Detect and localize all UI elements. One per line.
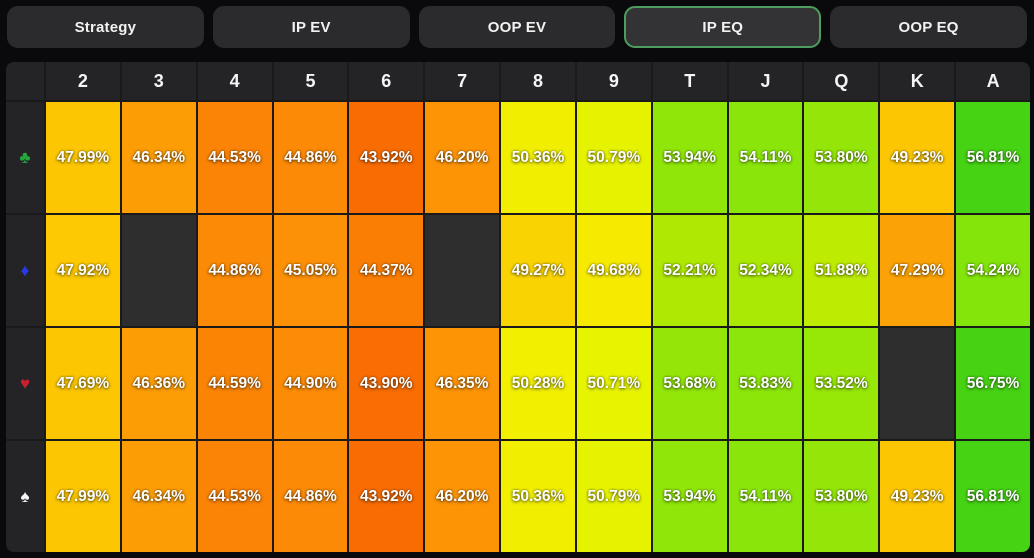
- row-header-spade: ♠: [6, 441, 44, 552]
- column-header-J: J: [728, 62, 803, 100]
- equity-cell[interactable]: 47.69%: [46, 328, 120, 439]
- equity-cell[interactable]: 43.90%: [349, 328, 424, 439]
- equity-cell[interactable]: 46.36%: [121, 328, 196, 439]
- club-suit-icon: ♣: [19, 148, 31, 167]
- spade-suit-icon: ♠: [20, 487, 30, 506]
- equity-cell-empty[interactable]: [121, 215, 196, 326]
- equity-cell[interactable]: 53.68%: [652, 328, 727, 439]
- column-header-T: T: [652, 62, 727, 100]
- equity-cell[interactable]: 50.36%: [501, 102, 575, 213]
- equity-cell[interactable]: 54.11%: [728, 102, 803, 213]
- equity-cell[interactable]: 56.81%: [956, 441, 1030, 552]
- equity-cell[interactable]: 45.05%: [273, 215, 348, 326]
- column-header-8: 8: [501, 62, 575, 100]
- equity-cell[interactable]: 50.79%: [576, 102, 651, 213]
- equity-cell[interactable]: 44.90%: [273, 328, 348, 439]
- column-header-4: 4: [197, 62, 272, 100]
- diamond-suit-icon: ♦: [20, 261, 30, 280]
- equity-cell[interactable]: 44.53%: [197, 441, 272, 552]
- equity-cell[interactable]: 44.53%: [197, 102, 272, 213]
- equity-cell-empty[interactable]: [425, 215, 500, 326]
- tab-oop-eq[interactable]: OOP EQ: [830, 6, 1027, 48]
- equity-cell[interactable]: 43.92%: [349, 102, 424, 213]
- column-header-A: A: [956, 62, 1030, 100]
- equity-cell[interactable]: 51.88%: [804, 215, 879, 326]
- column-header-3: 3: [121, 62, 196, 100]
- equity-cell[interactable]: 50.71%: [576, 328, 651, 439]
- equity-cell[interactable]: 47.99%: [46, 441, 120, 552]
- column-header-6: 6: [349, 62, 424, 100]
- equity-cell[interactable]: 46.35%: [425, 328, 500, 439]
- equity-cell[interactable]: 49.23%: [880, 441, 955, 552]
- equity-cell[interactable]: 49.23%: [880, 102, 955, 213]
- equity-cell[interactable]: 46.20%: [425, 441, 500, 552]
- column-header-7: 7: [425, 62, 500, 100]
- row-header-heart: ♥: [6, 328, 44, 439]
- equity-cell[interactable]: 46.34%: [121, 441, 196, 552]
- equity-cell[interactable]: 50.79%: [576, 441, 651, 552]
- equity-cell[interactable]: 47.99%: [46, 102, 120, 213]
- column-header-2: 2: [46, 62, 120, 100]
- row-header-diamond: ♦: [6, 215, 44, 326]
- equity-cell[interactable]: 53.83%: [728, 328, 803, 439]
- equity-cell[interactable]: 52.21%: [652, 215, 727, 326]
- grid-corner: [6, 62, 44, 100]
- equity-cell[interactable]: 47.92%: [46, 215, 120, 326]
- column-header-K: K: [880, 62, 955, 100]
- equity-cell[interactable]: 50.36%: [501, 441, 575, 552]
- equity-cell[interactable]: 53.52%: [804, 328, 879, 439]
- equity-cell[interactable]: 49.68%: [576, 215, 651, 326]
- equity-cell[interactable]: 53.94%: [652, 441, 727, 552]
- equity-cell[interactable]: 44.86%: [273, 441, 348, 552]
- tab-bar: Strategy IP EV OOP EV IP EQ OOP EQ: [7, 6, 1027, 48]
- equity-cell[interactable]: 54.11%: [728, 441, 803, 552]
- equity-cell[interactable]: 50.28%: [501, 328, 575, 439]
- equity-cell[interactable]: 53.80%: [804, 102, 879, 213]
- equity-cell[interactable]: 56.75%: [956, 328, 1030, 439]
- equity-cell[interactable]: 44.86%: [197, 215, 272, 326]
- equity-cell[interactable]: 47.29%: [880, 215, 955, 326]
- equity-cell[interactable]: 54.24%: [956, 215, 1030, 326]
- heart-suit-icon: ♥: [19, 374, 31, 393]
- equity-cell[interactable]: 43.92%: [349, 441, 424, 552]
- tab-ip-ev[interactable]: IP EV: [212, 6, 410, 48]
- equity-cell[interactable]: 44.37%: [349, 215, 424, 326]
- equity-cell-empty[interactable]: [880, 328, 955, 439]
- tab-strategy[interactable]: Strategy: [7, 6, 204, 48]
- equity-cell[interactable]: 46.34%: [121, 102, 196, 213]
- column-header-Q: Q: [804, 62, 879, 100]
- column-header-9: 9: [576, 62, 651, 100]
- equity-cell[interactable]: 52.34%: [728, 215, 803, 326]
- equity-cell[interactable]: 53.94%: [652, 102, 727, 213]
- row-header-club: ♣: [6, 102, 44, 213]
- equity-cell[interactable]: 49.27%: [501, 215, 575, 326]
- equity-cell[interactable]: 56.81%: [956, 102, 1030, 213]
- equity-grid: 2 3 4 5 6 7 8 9 T J Q K A ♣ 47.99% 46.34% 44.53% 44.86% 43…: [6, 62, 1030, 552]
- equity-cell[interactable]: 46.20%: [425, 102, 500, 213]
- equity-cell[interactable]: 53.80%: [804, 441, 879, 552]
- equity-cell[interactable]: 44.59%: [197, 328, 272, 439]
- tab-oop-ev[interactable]: OOP EV: [418, 6, 616, 48]
- tab-ip-eq[interactable]: IP EQ: [624, 6, 822, 48]
- column-header-5: 5: [273, 62, 348, 100]
- equity-cell[interactable]: 44.86%: [273, 102, 348, 213]
